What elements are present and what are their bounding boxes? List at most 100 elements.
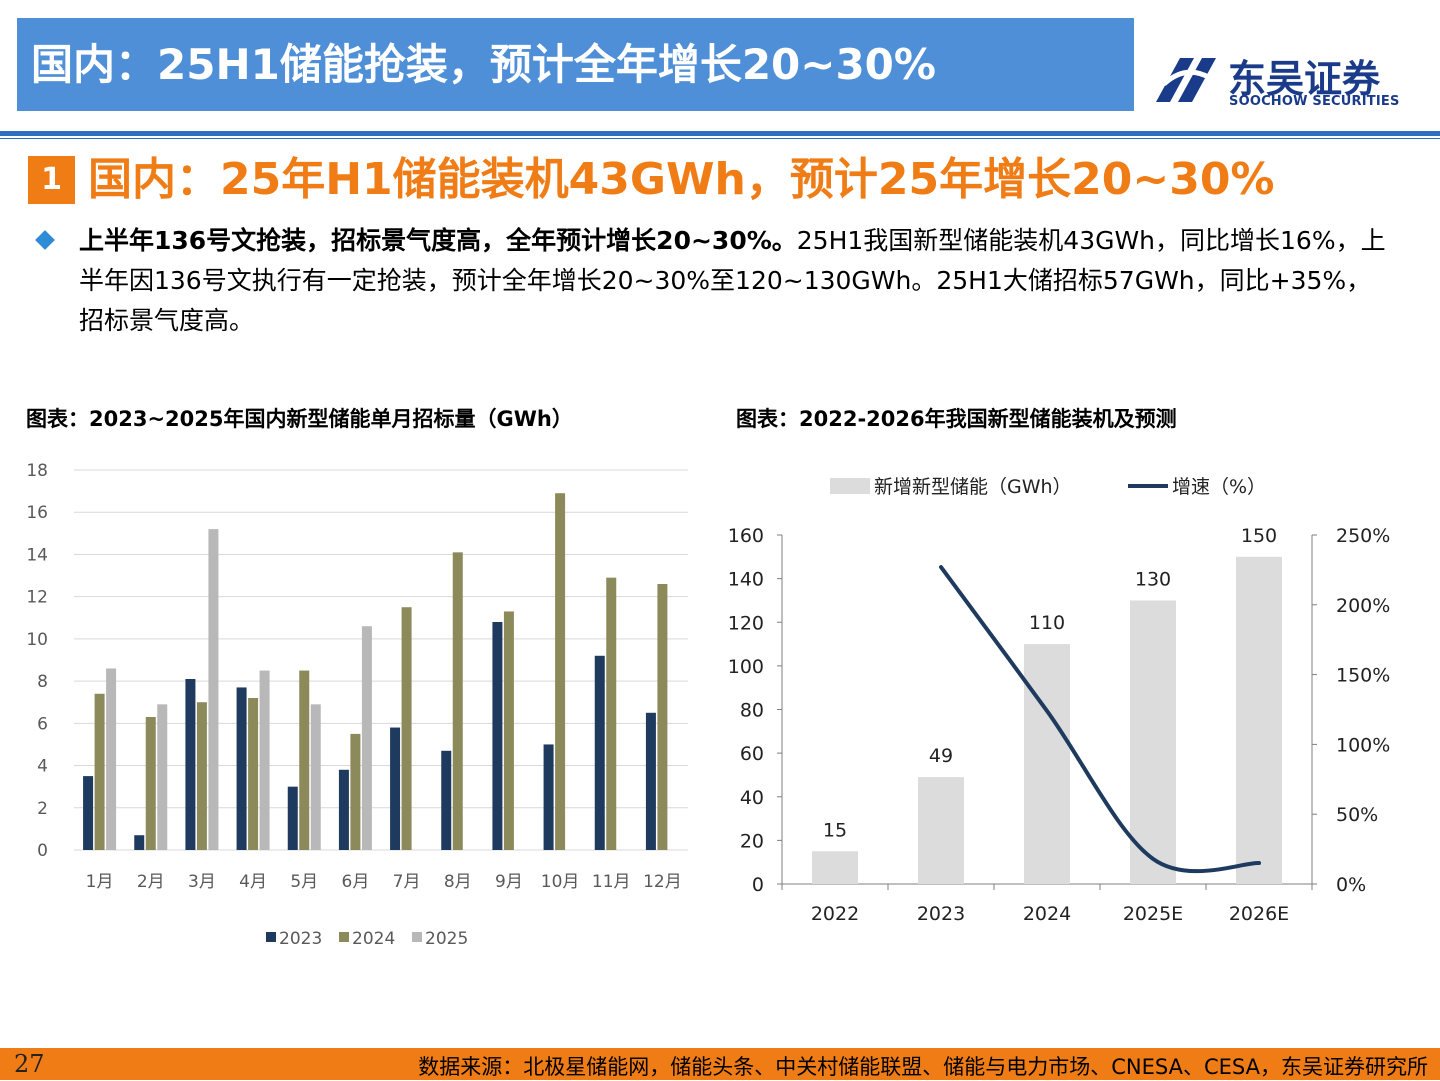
header-divider (0, 131, 1440, 136)
bar-2023 (185, 679, 196, 850)
bar-2025 (157, 704, 168, 850)
x-tick-label: 2022 (811, 903, 859, 925)
bar-installed (918, 777, 964, 884)
bar-2023 (390, 727, 401, 850)
data-label: 49 (929, 745, 953, 767)
data-label: 110 (1029, 612, 1065, 634)
x-tick-label: 7月 (393, 872, 421, 892)
y2-tick-label: 250% (1336, 525, 1390, 547)
chart-left-title: 图表：2023~2025年国内新型储能单月招标量（GWh） (26, 407, 573, 431)
monthly-tender-chart: 0 2 4 6 8 10 12 14 16 18 1月 2月 3月 4月 5月 6月 7月 8月 9月 10月 11月 1… (26, 461, 688, 949)
y-tick-label: 8 (37, 672, 48, 692)
y-tick-label: 10 (26, 630, 48, 650)
bar-2024 (606, 577, 617, 850)
legend-swatch (339, 932, 349, 942)
bar-installed (1130, 600, 1176, 884)
legend-label: 2024 (352, 929, 395, 949)
y-tick-label: 0 (37, 841, 48, 861)
x-tick-label: 2026E (1229, 903, 1289, 925)
x-tick-label: 2024 (1023, 903, 1071, 925)
bar-2024 (350, 733, 361, 850)
page-title: 国内：25H1储能抢装，预计全年增长20~30% (31, 40, 936, 89)
x-tick-label: 6月 (342, 872, 370, 892)
bar-2025 (361, 626, 372, 850)
bar-installed (812, 851, 858, 884)
y-tick-label: 4 (37, 757, 48, 777)
y-tick-label: 6 (37, 714, 48, 734)
y-tick-label: 0 (752, 874, 764, 896)
bullet-paragraph: 上半年136号文抢装，招标景气度高，全年预计增长20~30%。25H1我国新型储… (79, 221, 1389, 341)
bar-2025 (259, 670, 270, 850)
x-tick-label: 8月 (444, 872, 472, 892)
y-tick-label: 120 (728, 612, 764, 634)
y-tick-label: 18 (26, 461, 48, 481)
y-tick-label: 12 (26, 588, 48, 608)
y-tick-label: 160 (728, 525, 764, 547)
title-bar: 国内：25H1储能抢装，预计全年增长20~30% (17, 18, 1134, 111)
bar-2023 (594, 655, 605, 850)
data-label: 130 (1135, 568, 1171, 590)
chart-right-title: 图表：2022-2026年我国新型储能装机及预测 (736, 407, 1177, 431)
section-number: 1 (28, 156, 75, 204)
y2-tick-label: 50% (1336, 804, 1378, 826)
y-tick-label: 16 (26, 503, 48, 523)
x-tick-label: 12月 (643, 872, 682, 892)
bar-2024 (555, 493, 566, 850)
legend-label: 增速（%） (1172, 476, 1266, 498)
diamond-bullet-icon (35, 230, 55, 250)
data-label: 15 (823, 819, 847, 841)
bar-2023 (83, 776, 94, 850)
y-tick-label: 60 (740, 743, 764, 765)
data-label: 150 (1241, 525, 1277, 547)
header-divider-thin (0, 138, 1440, 139)
bar-installed (1024, 644, 1070, 884)
bar-2024 (452, 552, 463, 850)
soochow-logo-icon (1156, 58, 1216, 102)
y-tick-label: 2 (37, 799, 48, 819)
legend-swatch (412, 932, 422, 942)
bar-2024 (657, 584, 668, 850)
bar-2023 (543, 744, 554, 850)
bar-2024 (94, 693, 105, 850)
bullet-body: 25H1我国新型储能装机43GWh，同比增长16%，上半年因136号文执行有一定… (79, 226, 1386, 335)
y-tick-label: 140 (728, 569, 764, 591)
bar-2023 (134, 835, 145, 850)
page-number: 27 (14, 1050, 45, 1078)
legend-label: 2025 (425, 929, 468, 949)
y-tick-label: 14 (26, 545, 48, 565)
y-tick-label: 40 (740, 787, 764, 809)
y2-tick-label: 200% (1336, 595, 1390, 617)
y2-tick-label: 150% (1336, 665, 1390, 687)
y2-tick-label: 100% (1336, 734, 1390, 756)
bar-2024 (145, 717, 156, 850)
y-tick-label: 20 (740, 830, 764, 852)
bar-2023 (441, 750, 452, 850)
legend-label: 2023 (279, 929, 322, 949)
bullet-bold-lead: 上半年136号文抢装，招标景气度高，全年预计增长20~30%。 (79, 226, 797, 255)
x-tick-label: 5月 (290, 872, 318, 892)
bar-2024 (196, 702, 207, 850)
bar-2023 (338, 769, 349, 850)
bar-2024 (248, 698, 259, 850)
footer-bar (0, 1048, 1440, 1080)
x-tick-label: 2025E (1123, 903, 1183, 925)
bar-2023 (236, 687, 247, 850)
bar-2023 (645, 712, 656, 850)
logo-text: 东吴证券 (1228, 57, 1381, 101)
legend-swatch (266, 932, 276, 942)
x-tick-label: 1月 (86, 872, 114, 892)
bar-2025 (310, 704, 321, 850)
x-tick-label: 2月 (137, 872, 165, 892)
bar-installed (1236, 556, 1282, 884)
y-tick-label: 100 (728, 656, 764, 678)
bar-2024 (401, 607, 412, 850)
y2-tick-label: 0% (1336, 874, 1366, 896)
data-source: 数据来源：北极星储能网，储能头条、中关村储能联盟、储能与电力市场、CNESA、C… (418, 1055, 1428, 1079)
bar-2025 (208, 529, 219, 850)
bar-2024 (503, 611, 514, 850)
bar-2025 (106, 668, 117, 850)
x-tick-label: 11月 (592, 872, 631, 892)
bar-2023 (287, 786, 298, 850)
y-tick-label: 80 (740, 700, 764, 722)
logo-subtext: SOOCHOW SECURITIES (1229, 94, 1400, 109)
